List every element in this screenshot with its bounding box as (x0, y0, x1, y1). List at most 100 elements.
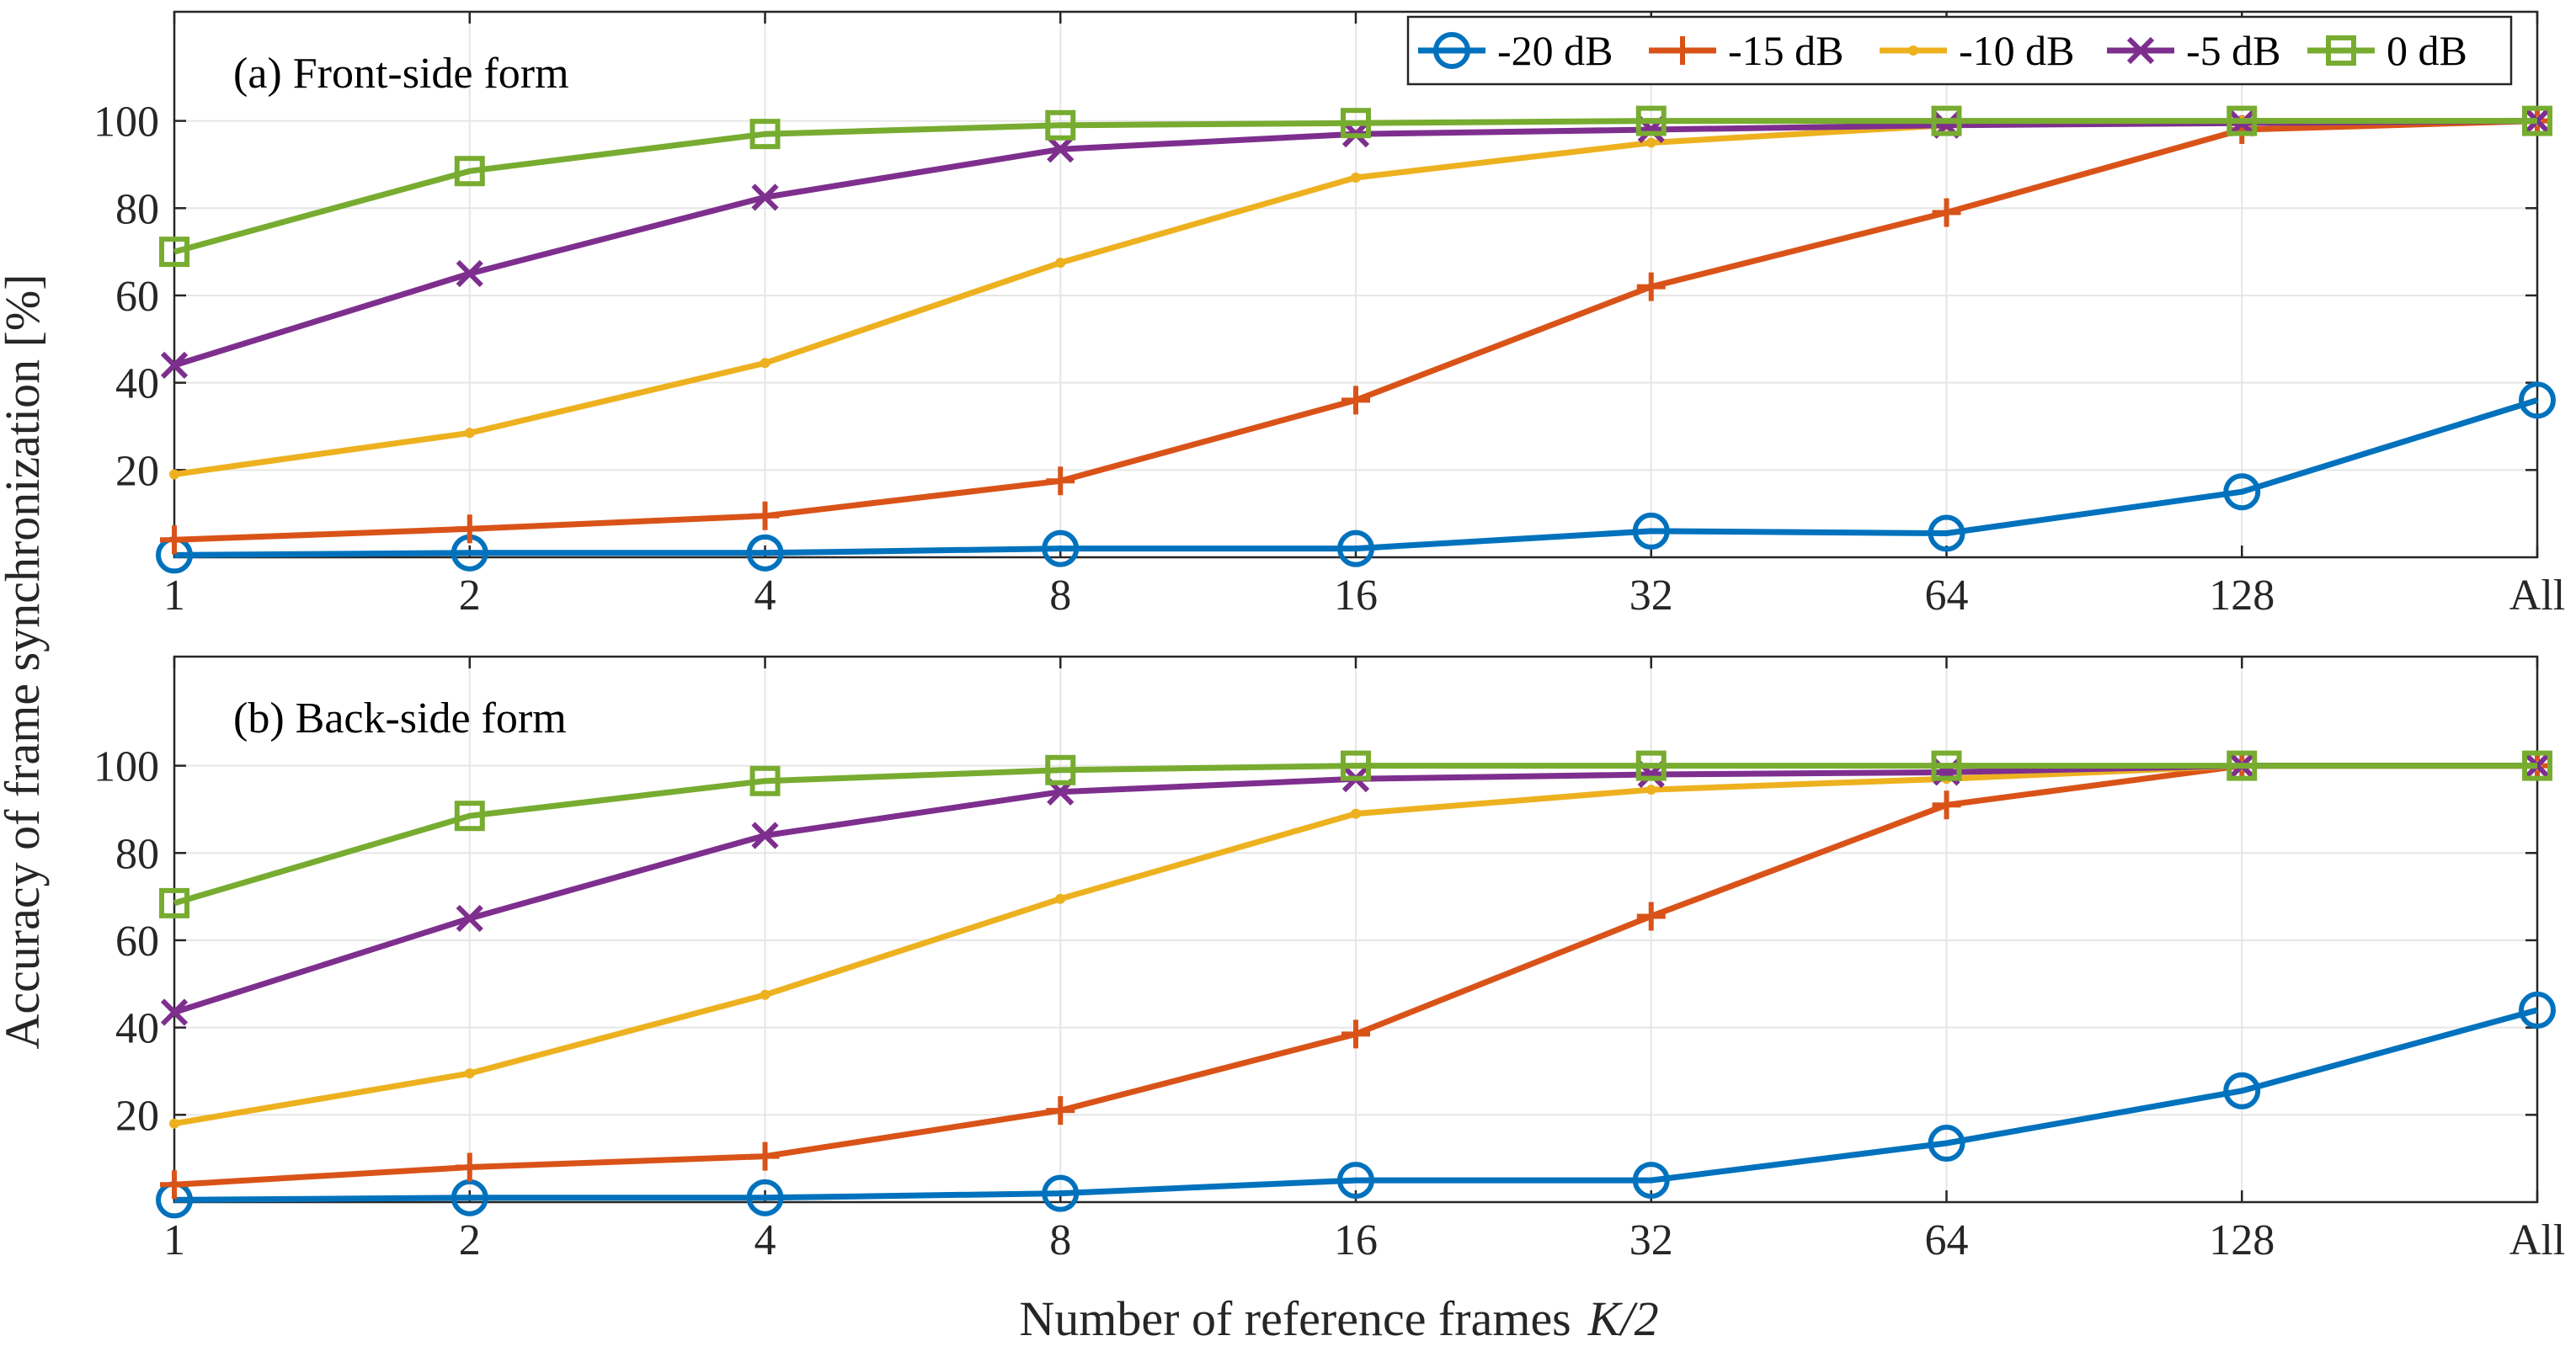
x-tick-label: All (2509, 1216, 2565, 1264)
data-point (1055, 893, 1066, 904)
legend-item: -15 dB (1649, 27, 1844, 74)
legend-marker (1908, 45, 1918, 56)
data-point (750, 1141, 780, 1171)
legend: -20 dB -15 dB -10 dB -5 dB 0 dB (1406, 15, 2513, 86)
x-tick-label: 8 (1049, 1216, 1071, 1264)
x-tick-label: 128 (2209, 572, 2275, 620)
x-tick-label: 2 (459, 1216, 481, 1264)
x-tick-label: 64 (1925, 1216, 1969, 1264)
y-tick-label: 60 (115, 273, 159, 321)
x-tick-label: 2 (459, 572, 481, 620)
data-point (1042, 1174, 1080, 1212)
legend-label: -15 dB (1728, 27, 1844, 74)
data-point (1931, 750, 1962, 781)
legend-item: -10 dB (1880, 27, 2075, 74)
y-tick-label: 20 (115, 1092, 159, 1140)
data-point (160, 351, 189, 380)
data-point (1341, 108, 1371, 139)
x-tick-label: 16 (1334, 1216, 1378, 1264)
data-point (1046, 466, 1075, 496)
data-point (1337, 529, 1374, 567)
data-point (2227, 105, 2258, 136)
data-point (1047, 136, 1075, 163)
data-point (2227, 750, 2258, 781)
data-point (454, 801, 485, 832)
panel-a: 1 2 4 8 16 32 64 128 All 20 40 60 80 100 (a) Front-sid… (93, 10, 2565, 620)
x-axis-label-variable: K/2 (1587, 1291, 1659, 1346)
data-point (2223, 473, 2261, 511)
data-point (1645, 137, 1656, 148)
x-tick-label: 32 (1629, 572, 1673, 620)
y-axis-label: Accuracy of frame synchronization [%] (0, 274, 50, 1049)
legend-marker (1433, 32, 1470, 69)
y-tick-label: 60 (115, 918, 159, 966)
data-point (160, 998, 189, 1026)
panel-title: (a) Front-side form (233, 50, 569, 98)
data-point (456, 904, 483, 933)
x-axis-label-text: Number of reference frames (1019, 1291, 1571, 1346)
data-point (1341, 750, 1371, 781)
data-point (169, 1118, 179, 1129)
data-point (1351, 172, 1361, 183)
series-line (173, 118, 2537, 255)
data-point (456, 259, 483, 288)
data-point (160, 1170, 189, 1200)
y-tick-label: 20 (115, 447, 159, 495)
x-tick-label: 128 (2209, 1216, 2275, 1264)
data-point (2522, 105, 2552, 136)
data-point (1341, 1019, 1370, 1049)
legend-item: 0 dB (2307, 27, 2467, 74)
data-point (451, 1179, 488, 1216)
data-point (1928, 1125, 1965, 1163)
data-point (749, 765, 781, 796)
data-point (749, 119, 781, 150)
data-point (1055, 258, 1066, 269)
legend-item: -20 dB (1418, 27, 1613, 74)
data-point (2522, 750, 2552, 781)
data-point (1635, 105, 1667, 136)
data-point (2223, 1072, 2261, 1110)
data-point (160, 525, 189, 555)
y-tick-label: 100 (93, 743, 159, 791)
data-point (1632, 512, 1670, 550)
series-line (173, 763, 2537, 907)
data-point (750, 501, 780, 530)
data-point (1632, 1162, 1670, 1200)
x-axis-label: Number of reference frames K/2 (1019, 1291, 1658, 1346)
data-point (464, 1068, 475, 1079)
data-point (1635, 750, 1667, 781)
legend-label: -10 dB (1959, 27, 2075, 74)
data-point (1636, 272, 1666, 301)
x-tick-label: 32 (1629, 1216, 1673, 1264)
data-point (159, 887, 189, 918)
x-tick-label: 4 (755, 572, 776, 620)
y-tick-label: 40 (115, 360, 159, 408)
y-tick-label: 80 (115, 185, 159, 233)
panel-title: (b) Back-side form (233, 694, 567, 742)
data-point (1928, 514, 1965, 552)
panel-b: 1 2 4 8 16 32 64 128 All 20 40 60 80 100 (b) Back-side… (93, 655, 2565, 1264)
data-point (454, 156, 485, 187)
legend-marker (2326, 35, 2356, 66)
legend-item: -5 dB (2107, 27, 2281, 74)
data-point (760, 989, 771, 1000)
data-point (751, 822, 779, 849)
data-point (159, 237, 189, 268)
x-tick-label: 64 (1925, 572, 1969, 620)
series-line (173, 397, 2539, 558)
data-point (1045, 109, 1076, 141)
data-point (1351, 808, 1361, 819)
data-point (2519, 991, 2556, 1029)
data-point (1931, 105, 1962, 136)
x-tick-label: 1 (163, 1216, 185, 1264)
y-tick-label: 100 (93, 98, 159, 146)
data-point (746, 1179, 784, 1216)
data-point (464, 428, 475, 439)
x-tick-label: 4 (755, 1216, 776, 1264)
data-point (169, 469, 179, 480)
x-tick-label: 1 (163, 572, 185, 620)
data-point (1042, 529, 1080, 567)
series-0dB (159, 105, 2552, 268)
series-line (173, 1007, 2538, 1203)
